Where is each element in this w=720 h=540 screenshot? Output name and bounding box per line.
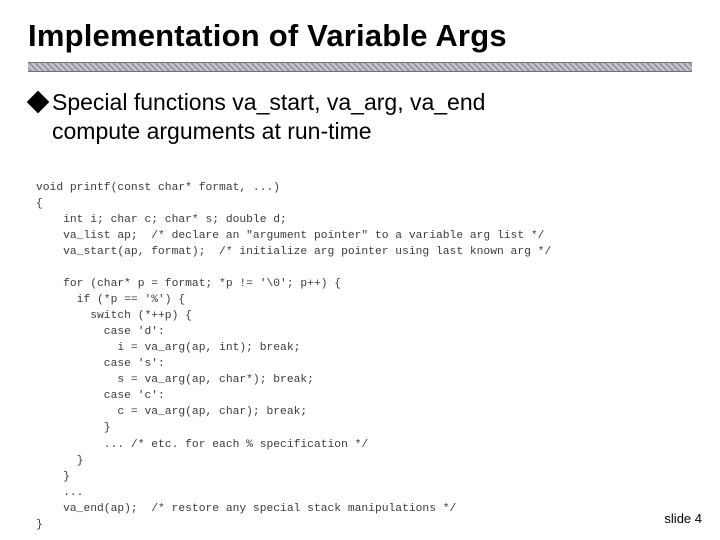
diamond-bullet-icon [27, 91, 50, 114]
code-line: va_end(ap); /* restore any special stack… [36, 503, 456, 515]
code-line: ... /* etc. for each % specification */ [36, 439, 368, 451]
code-line: va_start(ap, format); /* initialize arg … [36, 246, 551, 258]
bullet-row: Special functions va_start, va_arg, va_e… [30, 88, 692, 146]
bullet-line-1: Special functions va_start, va_arg, va_e… [52, 89, 485, 115]
code-line: s = va_arg(ap, char*); break; [36, 374, 314, 386]
code-line: va_list ap; /* declare an "argument poin… [36, 230, 544, 242]
code-line: for (char* p = format; *p != '\0'; p++) … [36, 278, 341, 290]
code-block: void printf(const char* format, ...) { i… [36, 180, 696, 533]
slide-number: slide 4 [664, 511, 702, 526]
code-line: c = va_arg(ap, char); break; [36, 406, 307, 418]
code-line: case 'd': [36, 326, 165, 338]
code-line: case 's': [36, 358, 165, 370]
bullet-text: Special functions va_start, va_arg, va_e… [52, 88, 485, 146]
bullet-line-2: compute arguments at run-time [52, 118, 372, 144]
code-line: case 'c': [36, 390, 165, 402]
code-line: ... [36, 487, 83, 499]
code-line: } [36, 422, 111, 434]
code-line: } [36, 519, 43, 531]
code-line: i = va_arg(ap, int); break; [36, 342, 300, 354]
code-line: } [36, 455, 83, 467]
code-line: switch (*++p) { [36, 310, 192, 322]
code-line: int i; char c; char* s; double d; [36, 214, 287, 226]
title-separator [28, 62, 692, 72]
slide-title: Implementation of Variable Args [28, 18, 692, 54]
code-line: { [36, 198, 43, 210]
code-line: if (*p == '%') { [36, 294, 185, 306]
slide: Implementation of Variable Args Special … [0, 0, 720, 540]
code-line: void printf(const char* format, ...) [36, 182, 280, 194]
code-line: } [36, 471, 70, 483]
